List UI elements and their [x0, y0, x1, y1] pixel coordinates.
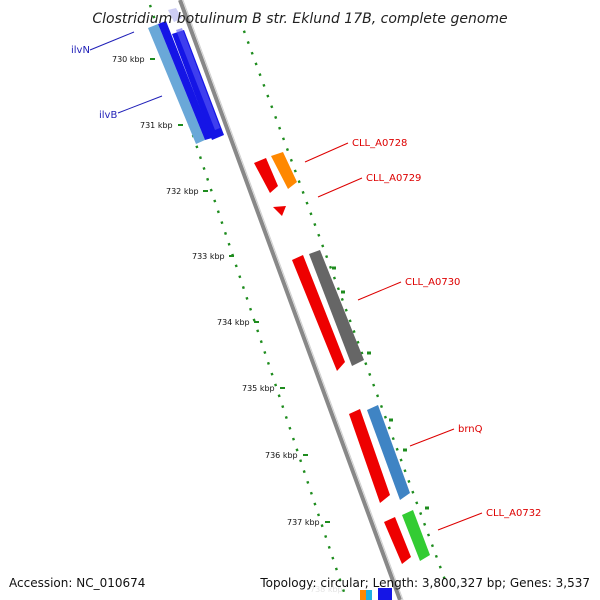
gene-CLL_A0730[interactable]: [309, 250, 364, 366]
genome-summary-text: Topology: circular; Length: 3,800,327 bp…: [259, 576, 590, 590]
tick-label: 731 kbp: [140, 121, 173, 130]
tick-label: 732 kbp: [166, 187, 199, 196]
tick-label: 734 kbp: [217, 318, 250, 327]
label-brnQ[interactable]: brnQ: [458, 424, 483, 435]
gene-CLL_A0732[interactable]: [402, 510, 430, 561]
tick-label-partial: 738 kbp: [310, 585, 343, 594]
gene-CLL_A0732-red[interactable]: [384, 517, 411, 564]
tick-label: 730 kbp: [112, 55, 145, 64]
label-ilvN[interactable]: ilvN: [71, 45, 90, 56]
tick-label: 737 kbp: [287, 518, 320, 527]
map-title: Clostridium botulinum B str. Eklund 17B,…: [92, 11, 507, 27]
accession-text: Accession: NC_010674: [9, 576, 145, 590]
gene-ilvN-faded[interactable]: [168, 8, 182, 22]
genome-backbone: [178, 0, 402, 600]
tick-label: 735 kbp: [242, 384, 275, 393]
leader-CLL_A0728: [304, 142, 349, 163]
gene-CLL_A0728[interactable]: [271, 152, 297, 189]
leader-ilvN: [89, 31, 135, 51]
gene-ilvN-body[interactable]: [158, 21, 212, 140]
gene-stub-blue: [378, 588, 392, 600]
label-CLL_A0732[interactable]: CLL_A0732: [486, 508, 541, 519]
label-CLL_A0729[interactable]: CLL_A0729: [366, 173, 421, 184]
leader-brnQ: [409, 428, 455, 447]
gene-stub-orange: [360, 590, 366, 600]
tick-label: 736 kbp: [265, 451, 298, 460]
gene-stub-cyan: [366, 590, 372, 600]
gene-ilvN[interactable]: [148, 24, 205, 144]
gene-brnQ-red[interactable]: [349, 409, 390, 503]
gene-labels: ilvN ilvB CLL_A0728 CLL_A0729 CLL_A0730 …: [71, 31, 541, 531]
gene-brnQ[interactable]: [367, 405, 410, 500]
leader-ilvB: [117, 95, 163, 114]
leader-CLL_A0732: [437, 512, 483, 531]
outer-gc-dots: [238, 19, 447, 581]
leader-CLL_A0730: [357, 281, 402, 301]
forward-genes: [148, 8, 224, 144]
leader-CLL_A0729: [317, 177, 363, 198]
tick-label: 733 kbp: [192, 252, 225, 261]
gene-CLL_A0729[interactable]: [273, 206, 286, 216]
label-CLL_A0728[interactable]: CLL_A0728: [352, 138, 407, 149]
gene-CLL_A0730-red[interactable]: [292, 255, 345, 371]
gene-ilvB-highlight: [176, 28, 220, 130]
backbone-highlight: [182, 0, 404, 600]
label-CLL_A0730[interactable]: CLL_A0730: [405, 277, 460, 288]
reverse-genes: [254, 152, 430, 600]
ruler-labels: 730 kbp 731 kbp 732 kbp 733 kbp 734 kbp …: [112, 55, 343, 594]
label-ilvB[interactable]: ilvB: [99, 110, 117, 121]
gene-CLL_A0728-red[interactable]: [254, 158, 278, 193]
